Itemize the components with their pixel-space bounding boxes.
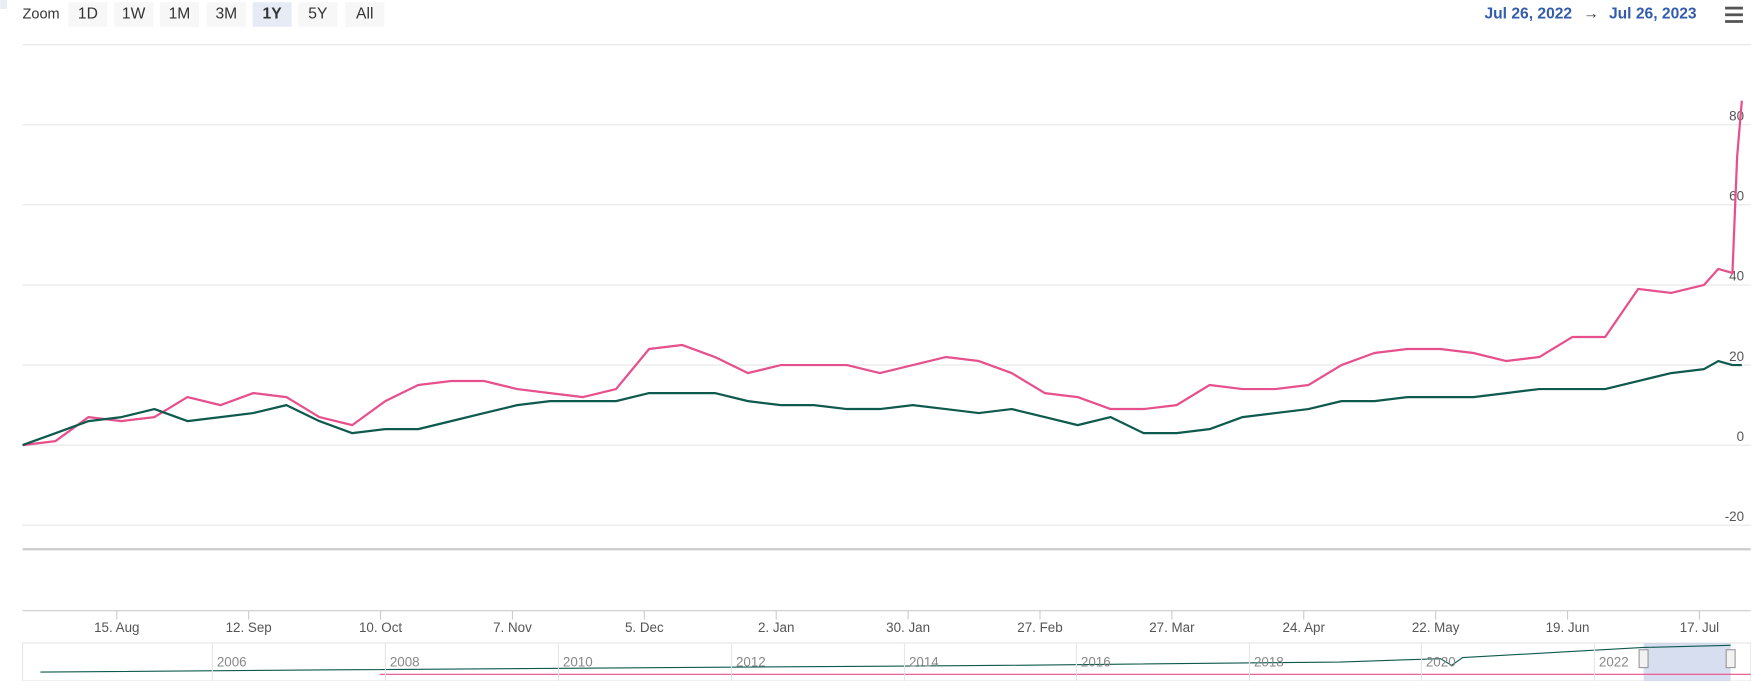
zoom-button-label: 1M [169,6,191,23]
zoom-button-label: 1Y [263,6,283,23]
x-tick-label: 27. Mar [1149,620,1195,635]
zoom-button[interactable] [68,2,108,27]
collapse-handle[interactable] [0,0,7,9]
navigator[interactable] [22,642,1751,682]
zoom-label: Zoom [23,6,60,22]
navigator-year: 2010 [563,655,593,670]
x-tick-label: 30. Jan [886,620,930,635]
x-tick-label: 10. Oct [359,620,402,635]
x-tick-label: 19. Jun [1546,620,1590,635]
zoom-button[interactable] [252,2,292,27]
zoom-button[interactable] [114,2,154,27]
x-tick-label: 15. Aug [94,620,139,635]
x-tick-label: 17. Jul [1680,620,1719,635]
x-tick-label: 24. Apr [1283,620,1326,635]
series-line [22,359,1742,447]
navigator-year: 2020 [1426,655,1456,670]
zoom-button[interactable] [159,2,199,27]
navigator-year: 2018 [1254,655,1284,670]
x-tick-label: 22. May [1412,620,1460,635]
menu-bar [1725,6,1743,10]
y-tick-label: -20 [1725,509,1744,524]
navigator-selection[interactable] [1643,643,1731,681]
zoom-button-label: 1W [122,6,146,23]
zoom-button[interactable] [298,2,338,27]
range-arrow: → [1583,6,1599,23]
zoom-button-label: 5Y [308,6,328,23]
navigator-year: 2014 [909,655,939,670]
zoom-button[interactable] [206,2,246,27]
menu-bar [1725,20,1743,23]
y-tick-label: 40 [1729,269,1744,284]
navigator-year: 2016 [1081,655,1111,670]
y-tick-label: 0 [1737,429,1744,444]
navigator-year: 2012 [736,655,766,670]
navigator-handle[interactable] [1725,649,1736,669]
x-tick-label: 5. Dec [625,620,664,635]
zoom-button-label: All [356,6,373,23]
zoom-button[interactable] [345,2,385,27]
menu-bar [1725,13,1743,17]
navigator-handle[interactable] [1638,649,1649,669]
range-from[interactable]: Jul 26, 2022 [1484,6,1572,23]
zoom-button-label: 3M [215,6,237,23]
x-tick-label: 12. Sep [226,620,272,635]
navigator-year: 2008 [390,655,420,670]
y-tick-label: 20 [1729,349,1744,364]
x-tick-label: 27. Feb [1017,620,1062,635]
navigator-year: 2022 [1599,655,1629,670]
range-to[interactable]: Jul 26, 2023 [1609,6,1697,23]
navigator-year: 2006 [217,655,247,670]
x-tick-label: 7. Nov [493,620,532,635]
x-tick-label: 2. Jan [758,620,794,635]
series-line [22,100,1743,447]
menu-icon[interactable] [1725,6,1743,23]
zoom-button-label: 1D [78,6,98,23]
